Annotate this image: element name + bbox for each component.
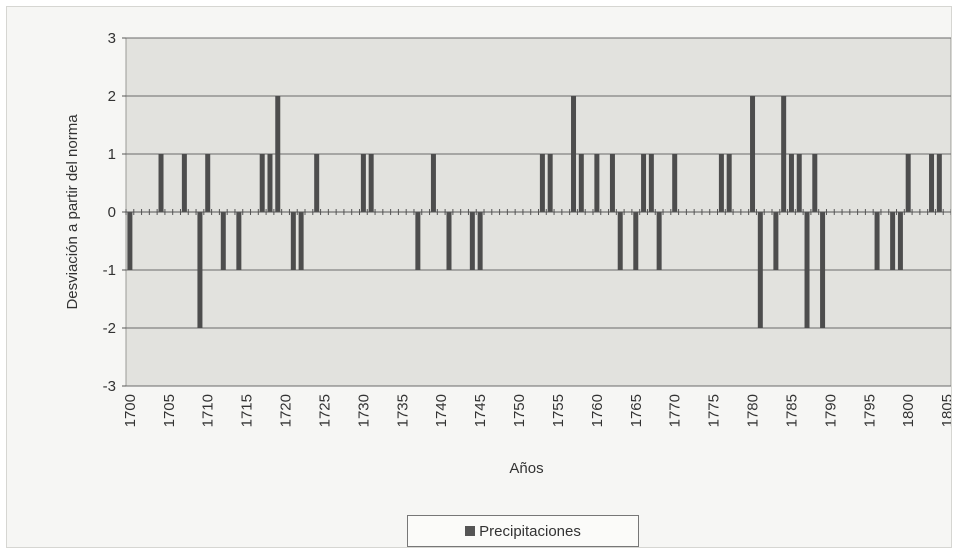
x-tick-label: 1730: [355, 394, 372, 427]
bar: [773, 212, 779, 270]
x-tick-label: 1765: [628, 394, 645, 427]
bar: [360, 154, 366, 212]
bar: [547, 154, 553, 212]
bar: [641, 154, 647, 212]
bar: [158, 154, 164, 212]
bar: [236, 212, 242, 270]
x-tick-label: 1700: [122, 394, 139, 427]
bar: [259, 154, 265, 212]
bar: [181, 154, 187, 212]
x-tick-label: 1755: [550, 394, 567, 427]
x-tick-label: 1720: [278, 394, 295, 427]
x-tick-label: 1760: [589, 394, 606, 427]
bar: [820, 212, 826, 328]
y-tick-label: 3: [108, 30, 116, 47]
bar: [571, 96, 577, 212]
chart-svg: 3 2 1 0 -1 -2 -3 1700 1705 1710 1715 1720 1725 1730 17…: [64, 30, 951, 477]
x-tick-label: 1775: [706, 394, 723, 427]
bar: [796, 154, 802, 212]
bar: [874, 212, 880, 270]
bar: [718, 154, 724, 212]
y-tick-label: 1: [108, 146, 116, 163]
bar: [197, 212, 203, 328]
x-tick-label: 1750: [511, 394, 528, 427]
x-tick-label: 1735: [394, 394, 411, 427]
legend-swatch: [465, 526, 476, 536]
x-tick-label: 1780: [745, 394, 762, 427]
y-tick-label: 0: [108, 204, 116, 221]
bar: [672, 154, 678, 212]
x-tick-label: 1785: [783, 394, 800, 427]
bar: [578, 154, 584, 212]
y-tick-label: -2: [103, 320, 116, 337]
bar: [314, 154, 320, 212]
bar: [275, 96, 281, 212]
bar: [446, 212, 452, 270]
x-tick-label: 1715: [239, 394, 256, 427]
bar: [633, 212, 639, 270]
bar: [617, 212, 623, 270]
bar: [430, 154, 436, 212]
x-tick-label: 1805: [939, 394, 951, 427]
x-tick-label: 1770: [667, 394, 684, 427]
bar: [594, 154, 600, 212]
y-tick-label: 2: [108, 88, 116, 105]
x-tick-label: 1740: [433, 394, 450, 427]
x-tick-label: 1745: [472, 394, 489, 427]
bar: [298, 212, 304, 270]
bar: [220, 212, 226, 270]
bar: [750, 96, 756, 212]
bar: [477, 212, 483, 270]
x-tick-label: 1790: [822, 394, 839, 427]
bar: [788, 154, 794, 212]
bar: [781, 96, 787, 212]
legend: Precipitaciones: [407, 515, 639, 547]
bar: [905, 154, 911, 212]
y-tick-label: -3: [103, 378, 116, 395]
legend-label: Precipitaciones: [479, 522, 581, 540]
x-tick-label: 1795: [861, 394, 878, 427]
bar: [290, 212, 296, 270]
x-tick-label: 1725: [316, 394, 333, 427]
bar: [929, 154, 935, 212]
bar: [469, 212, 475, 270]
bar: [415, 212, 421, 270]
bar: [890, 212, 896, 270]
bar: [936, 154, 942, 212]
bar: [656, 212, 662, 270]
chart-frame: 3 2 1 0 -1 -2 -3 1700 1705 1710 1715 1720 1725 1730 17…: [6, 6, 952, 548]
bar: [726, 154, 732, 212]
bar: [812, 154, 818, 212]
bar: [757, 212, 763, 328]
bar: [897, 212, 903, 270]
bar: [205, 154, 211, 212]
bar: [127, 212, 133, 270]
bar: [648, 154, 654, 212]
bar: [609, 154, 615, 212]
bar: [804, 212, 810, 328]
bar: [368, 154, 374, 212]
y-tick-label: -1: [103, 262, 116, 279]
x-axis-title: Años: [509, 460, 543, 477]
x-tick-label: 1710: [200, 394, 217, 427]
y-axis-title: Desviación a partir del norma: [64, 114, 81, 310]
x-tick-label: 1705: [161, 394, 178, 427]
x-tick-label: 1800: [900, 394, 917, 427]
bar: [267, 154, 273, 212]
bar: [539, 154, 545, 212]
